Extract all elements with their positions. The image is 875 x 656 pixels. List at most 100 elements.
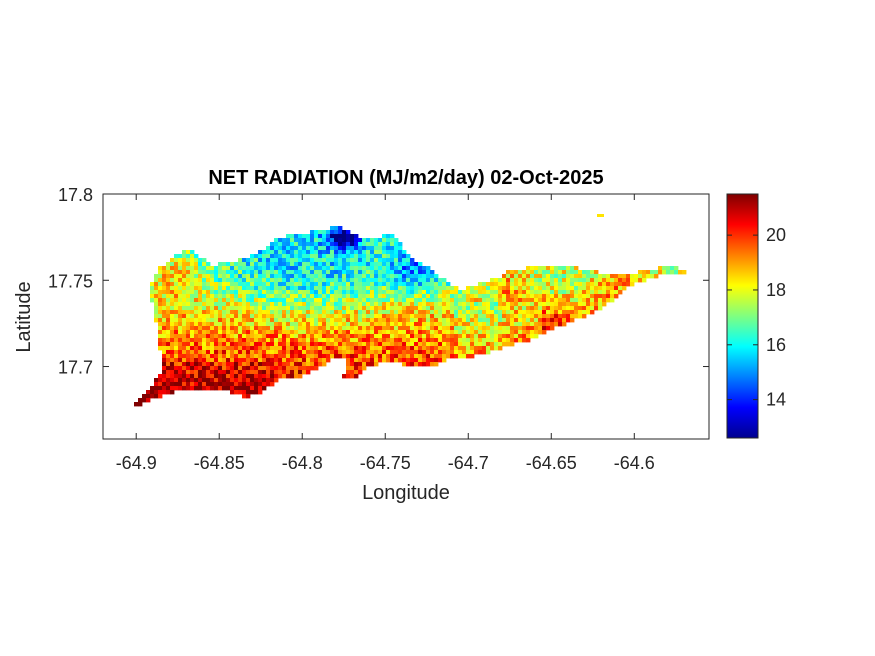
map-cell: [430, 342, 435, 347]
map-cell: [402, 274, 407, 279]
map-cell: [418, 290, 423, 295]
map-cell: [158, 346, 163, 351]
map-cell: [382, 254, 387, 259]
map-cell: [610, 290, 615, 295]
map-cell: [278, 354, 283, 359]
map-cell: [518, 274, 523, 279]
map-cell: [390, 250, 395, 255]
map-cell: [426, 330, 431, 335]
map-cell: [454, 302, 459, 307]
map-cell: [366, 306, 371, 311]
map-cell: [570, 286, 575, 291]
map-cell: [246, 394, 251, 399]
map-cell: [562, 302, 567, 307]
map-cell: [270, 294, 275, 299]
map-cell: [430, 350, 435, 355]
map-cell: [506, 318, 511, 323]
map-cell: [266, 286, 271, 291]
map-cell: [402, 334, 407, 339]
map-cell: [246, 386, 251, 391]
map-cell: [518, 270, 523, 275]
map-cell: [522, 310, 527, 315]
map-cell: [170, 378, 175, 383]
map-cell: [574, 314, 579, 319]
map-cell: [374, 258, 379, 263]
map-cell: [174, 386, 179, 391]
map-cell: [194, 362, 199, 367]
map-cell: [214, 270, 219, 275]
map-cell: [502, 302, 507, 307]
map-cell: [250, 322, 255, 327]
map-cell: [330, 330, 335, 335]
map-cell: [414, 282, 419, 287]
map-cell: [514, 290, 519, 295]
map-cell: [210, 338, 215, 343]
map-cell: [378, 246, 383, 251]
map-cell: [458, 350, 463, 355]
map-cell: [346, 262, 351, 267]
map-cell: [386, 342, 391, 347]
map-cell: [254, 302, 259, 307]
map-cell: [150, 282, 155, 287]
map-cell: [526, 322, 531, 327]
map-cell: [170, 334, 175, 339]
map-cell: [238, 306, 243, 311]
map-cell: [214, 298, 219, 303]
map-cell: [354, 366, 359, 371]
map-cell: [474, 322, 479, 327]
map-cell: [326, 262, 331, 267]
map-cell: [542, 318, 547, 323]
colorbar-tick-label: 16: [766, 335, 786, 355]
map-cell: [338, 346, 343, 351]
map-cell: [494, 290, 499, 295]
map-cell: [206, 326, 211, 331]
map-cell: [230, 378, 235, 383]
map-cell: [254, 254, 259, 259]
map-cell: [306, 314, 311, 319]
map-cell: [522, 318, 527, 323]
map-cell: [310, 246, 315, 251]
map-cell: [366, 238, 371, 243]
map-cell: [278, 246, 283, 251]
map-cell: [598, 286, 603, 291]
map-cell: [366, 266, 371, 271]
map-cell: [454, 318, 459, 323]
map-cell: [250, 278, 255, 283]
map-cell: [314, 314, 319, 319]
map-cell: [266, 274, 271, 279]
map-cell: [342, 354, 347, 359]
map-cell: [286, 374, 291, 379]
map-cell: [538, 318, 543, 323]
map-cell: [462, 342, 467, 347]
map-cell: [378, 298, 383, 303]
map-cell: [346, 270, 351, 275]
map-cell: [394, 250, 399, 255]
map-cell: [462, 334, 467, 339]
map-cell: [306, 302, 311, 307]
map-cell: [418, 282, 423, 287]
map-cell: [358, 250, 363, 255]
map-cell: [466, 302, 471, 307]
map-cell: [162, 266, 167, 271]
map-cell: [194, 274, 199, 279]
map-cell: [262, 254, 267, 259]
map-cell: [298, 286, 303, 291]
map-cell: [166, 298, 171, 303]
map-cell: [354, 282, 359, 287]
map-cell: [326, 318, 331, 323]
map-cell: [490, 302, 495, 307]
map-cell: [170, 318, 175, 323]
map-cell: [394, 318, 399, 323]
map-cell: [290, 322, 295, 327]
map-cell: [366, 314, 371, 319]
map-cell: [302, 354, 307, 359]
map-cell: [302, 234, 307, 239]
map-cell: [406, 350, 411, 355]
map-cell: [246, 338, 251, 343]
map-cell: [422, 338, 427, 343]
map-cell: [250, 346, 255, 351]
map-cell: [410, 306, 415, 311]
map-cell: [334, 334, 339, 339]
map-cell: [310, 338, 315, 343]
map-cell: [222, 274, 227, 279]
